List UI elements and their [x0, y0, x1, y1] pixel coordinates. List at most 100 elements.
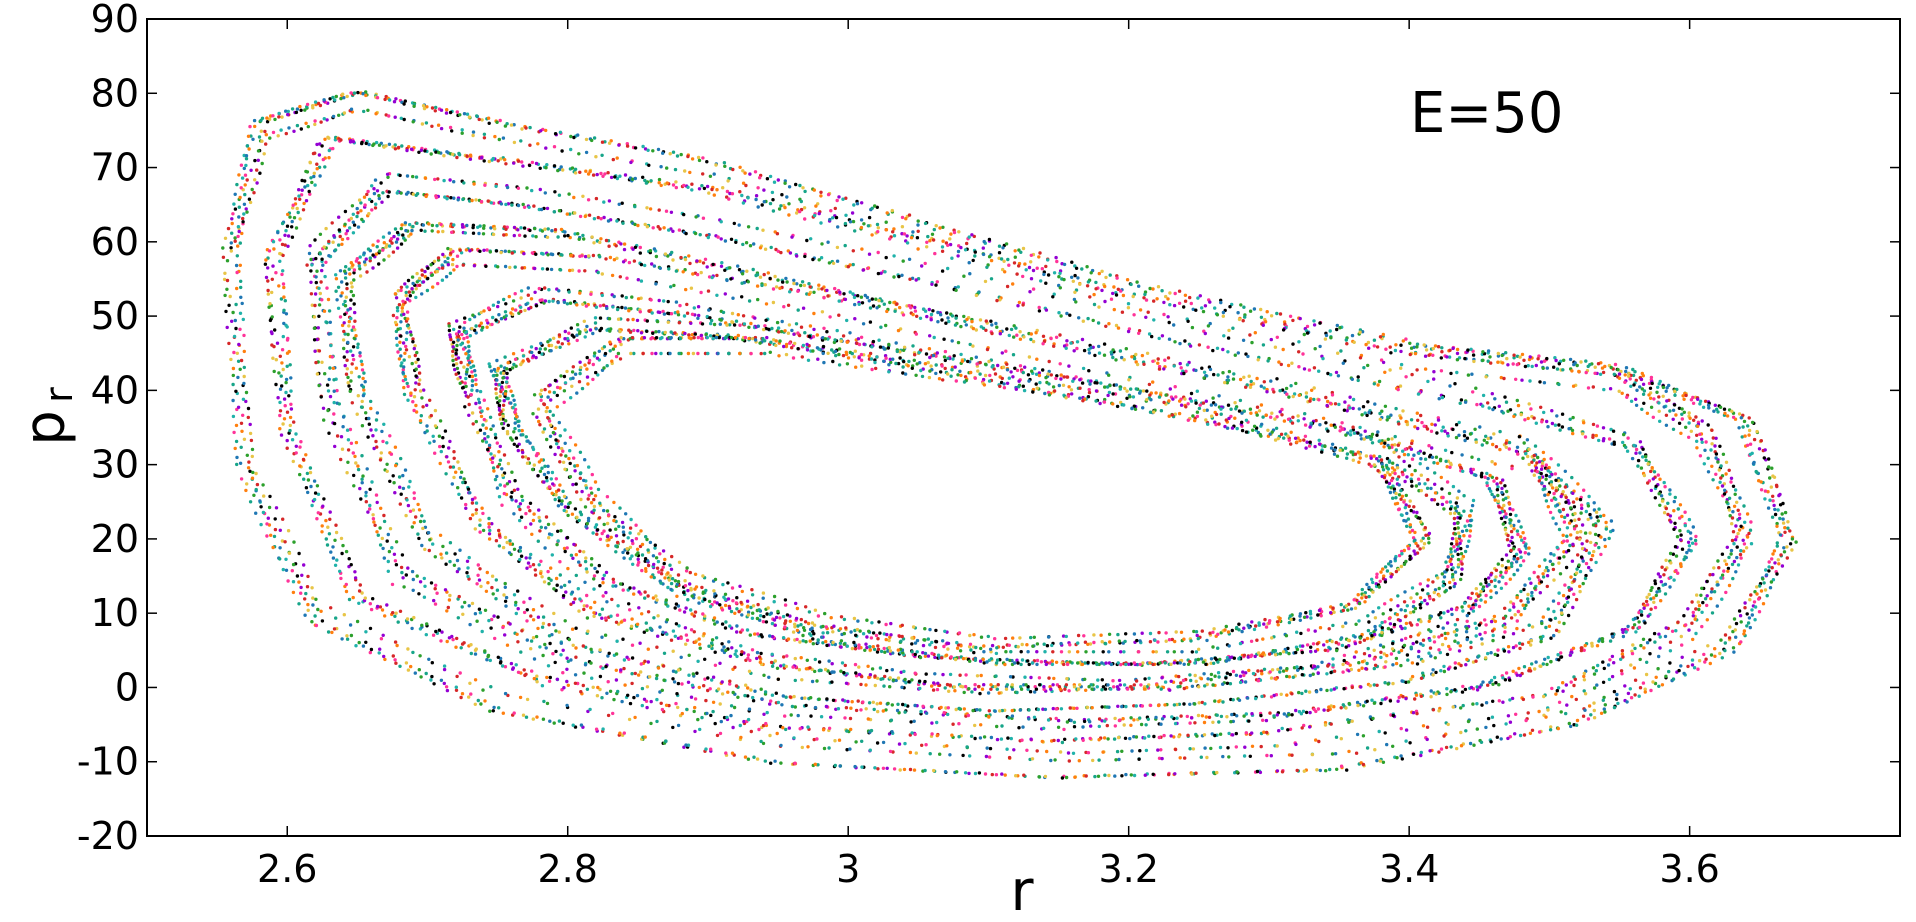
scatter-point [1429, 695, 1433, 699]
scatter-point [579, 723, 584, 727]
scatter-point [223, 236, 228, 240]
scatter-point [315, 167, 319, 171]
scatter-point [793, 761, 797, 765]
scatter-point [1652, 596, 1656, 600]
scatter-point [1716, 410, 1720, 414]
scatter-point [1690, 541, 1695, 545]
scatter-point [607, 199, 612, 203]
scatter-point [1539, 639, 1543, 644]
scatter-point [1120, 310, 1125, 314]
scatter-point [1616, 701, 1620, 706]
scatter-point [1578, 569, 1583, 574]
scatter-point [934, 224, 938, 228]
scatter-point [1275, 335, 1280, 339]
scatter-point [1455, 746, 1459, 751]
scatter-point [1080, 337, 1085, 342]
scatter-point [828, 217, 832, 222]
scatter-point [348, 226, 352, 230]
scatter-point [1594, 560, 1598, 565]
scatter-point [1679, 664, 1683, 668]
scatter-point [252, 493, 256, 497]
scatter-point [647, 163, 651, 167]
scatter-point [488, 709, 492, 713]
scatter-point [1482, 438, 1487, 442]
scatter-point [1590, 553, 1595, 558]
scatter-point [654, 254, 659, 259]
scatter-point [227, 303, 231, 307]
scatter-point [1713, 654, 1717, 658]
scatter-point [1688, 416, 1692, 420]
scatter-point [692, 709, 696, 714]
scatter-point [271, 356, 275, 360]
scatter-point [347, 597, 352, 602]
scatter-point [1186, 733, 1190, 737]
scatter-point [308, 470, 313, 475]
scatter-point [469, 643, 473, 647]
scatter-point [814, 204, 818, 208]
scatter-point [341, 415, 346, 419]
scatter-point [719, 719, 723, 724]
scatter-point [1109, 350, 1114, 354]
scatter-point [1629, 399, 1634, 403]
scatter-point [1504, 400, 1509, 404]
scatter-point [309, 292, 314, 296]
scatter-point [331, 545, 335, 549]
scatter-point [469, 651, 473, 656]
scatter-point [1692, 666, 1697, 670]
scatter-point [787, 202, 791, 206]
scatter-point [465, 154, 469, 158]
scatter-point [395, 643, 399, 648]
scatter-point [317, 286, 321, 290]
scatter-point [1592, 672, 1597, 676]
scatter-point [1542, 410, 1546, 415]
scatter-point [1173, 340, 1177, 344]
scatter-point [741, 169, 745, 173]
scatter-point [1469, 347, 1473, 351]
scatter-point [1037, 255, 1041, 259]
scatter-point [1718, 651, 1722, 656]
scatter-point [1734, 621, 1739, 626]
scatter-point [362, 109, 366, 114]
scatter-point [1304, 391, 1309, 395]
scatter-point [1372, 344, 1377, 348]
scatter-point [1682, 397, 1686, 401]
scatter-point [1727, 468, 1731, 472]
scatter-point [462, 181, 466, 185]
scatter-point [291, 206, 295, 210]
scatter-point [1213, 699, 1217, 703]
scatter-point [339, 576, 343, 581]
scatter-point [277, 115, 281, 119]
scatter-point [1644, 599, 1649, 604]
scatter-point [1238, 377, 1243, 382]
scatter-point [1610, 674, 1615, 679]
scatter-point [592, 241, 596, 245]
scatter-point [1138, 308, 1143, 312]
scatter-point [848, 747, 852, 751]
scatter-point [881, 766, 886, 770]
scatter-point [291, 562, 296, 567]
scatter-point [1668, 551, 1673, 556]
scatter-point [313, 292, 318, 296]
scatter-point [539, 129, 543, 133]
scatter-point [1305, 324, 1310, 329]
scatter-point [278, 400, 282, 405]
scatter-point [1569, 575, 1573, 579]
scatter-point [1389, 351, 1393, 355]
scatter-point [1312, 366, 1317, 370]
scatter-point [1609, 519, 1614, 523]
scatter-point [1693, 617, 1697, 621]
scatter-point [1633, 646, 1637, 651]
scatter-point [364, 630, 368, 634]
scatter-point [1629, 384, 1633, 388]
scatter-point [349, 441, 354, 445]
scatter-point [1639, 377, 1644, 382]
scatter-point [1119, 289, 1123, 293]
scatter-point [1703, 448, 1707, 452]
scatter-point [268, 494, 272, 499]
scatter-point [1281, 328, 1286, 332]
scatter-point [1664, 413, 1669, 417]
scatter-point [545, 701, 550, 706]
scatter-point [1021, 303, 1025, 307]
scatter-point [676, 681, 681, 686]
scatter-point [445, 197, 449, 201]
